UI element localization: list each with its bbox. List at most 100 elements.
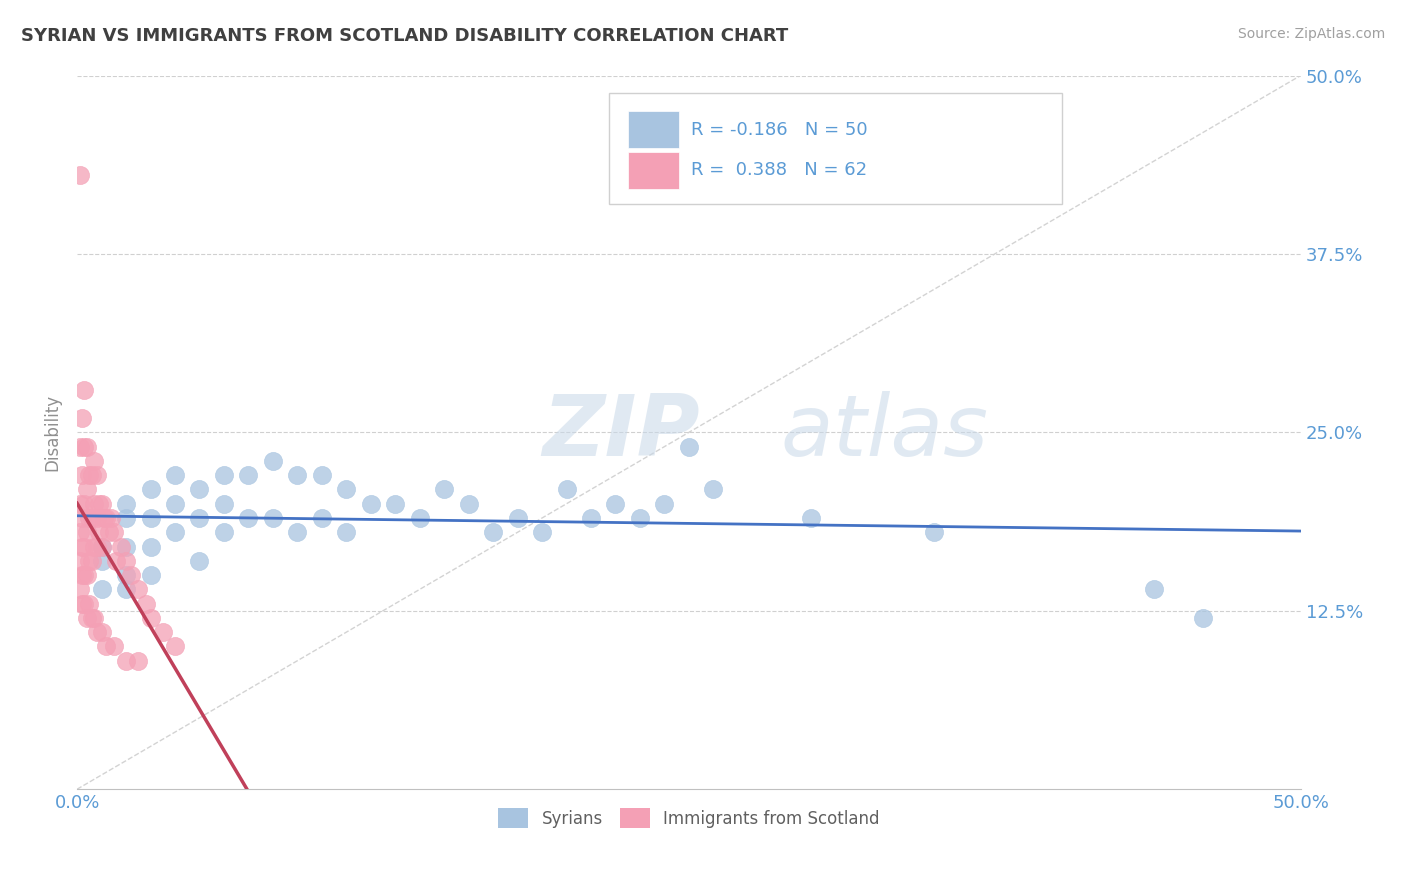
Point [86,540,108,554]
Point [70,468,93,483]
Point [76,568,98,582]
Point [163,640,186,654]
Point [97,525,120,540]
Point [212,525,235,540]
Point [79,597,101,611]
Point [262,454,284,468]
Point [76,440,98,454]
Point [212,468,235,483]
Point [163,497,186,511]
Point [678,440,700,454]
Point [76,483,98,497]
Point [702,483,724,497]
Point [285,525,308,540]
Point [86,625,108,640]
Text: SYRIAN VS IMMIGRANTS FROM SCOTLAND DISABILITY CORRELATION CHART: SYRIAN VS IMMIGRANTS FROM SCOTLAND DISAB… [21,27,789,45]
FancyBboxPatch shape [627,152,679,189]
Point [73,383,96,397]
Point [69,554,91,568]
Text: R =  0.388   N = 62: R = 0.388 N = 62 [692,161,868,179]
Point [96,511,118,525]
Point [506,511,529,525]
Point [188,554,211,568]
Point [73,440,96,454]
Point [139,483,162,497]
Point [115,554,138,568]
Point [135,597,157,611]
Point [285,468,308,483]
Point [87,525,110,540]
Point [105,554,128,568]
Point [103,525,125,540]
Point [188,483,211,497]
Point [654,497,676,511]
Point [90,540,112,554]
FancyBboxPatch shape [627,112,679,148]
Point [127,582,149,597]
Point [433,483,456,497]
Point [212,497,235,511]
Point [311,468,333,483]
Point [120,568,142,582]
Point [115,497,138,511]
Point [335,525,357,540]
Point [73,540,96,554]
Point [80,511,103,525]
Point [83,454,105,468]
Point [188,511,211,525]
Point [482,525,505,540]
Point [76,525,98,540]
Point [96,640,118,654]
Point [83,611,105,625]
Text: atlas: atlas [780,391,988,474]
Point [69,582,91,597]
Point [163,468,186,483]
Point [139,568,162,582]
Point [86,511,108,525]
Point [360,497,382,511]
Point [79,468,101,483]
Point [238,511,260,525]
Point [115,582,138,597]
Point [73,497,96,511]
Point [93,511,115,525]
Point [800,511,823,525]
Point [115,568,138,582]
Text: ZIP: ZIP [543,391,700,474]
Point [79,511,101,525]
Text: R = -0.186   N = 50: R = -0.186 N = 50 [692,120,868,139]
Point [87,497,110,511]
Y-axis label: Disability: Disability [44,393,60,471]
Point [335,483,357,497]
Point [83,540,105,554]
Legend: Syrians, Immigrants from Scotland: Syrians, Immigrants from Scotland [492,802,886,834]
Point [115,511,138,525]
Point [90,540,112,554]
Point [90,582,112,597]
Point [103,640,125,654]
Point [531,525,554,540]
Point [139,511,162,525]
Point [922,525,945,540]
Point [70,568,93,582]
Point [79,554,101,568]
Point [1143,582,1166,597]
Point [115,654,138,668]
Point [408,511,430,525]
Point [69,169,91,183]
Point [1191,611,1213,625]
Point [80,468,103,483]
Point [83,497,105,511]
Point [238,468,260,483]
Point [163,525,186,540]
Point [605,497,627,511]
Point [70,411,93,425]
Point [139,540,162,554]
Point [152,625,174,640]
Point [69,497,91,511]
Point [80,554,103,568]
Text: Source: ZipAtlas.com: Source: ZipAtlas.com [1237,27,1385,41]
Point [73,568,96,582]
Point [70,597,93,611]
Point [384,497,406,511]
